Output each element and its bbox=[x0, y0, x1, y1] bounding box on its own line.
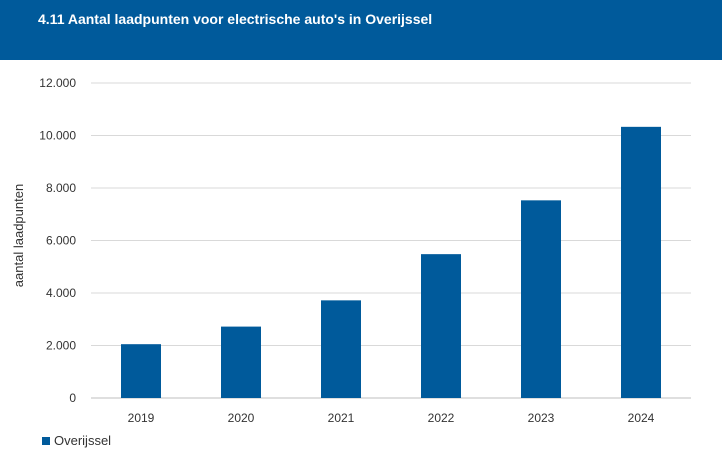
chart-header: 4.11 Aantal laadpunten voor electrische … bbox=[0, 0, 722, 60]
legend-label: Overijssel bbox=[54, 433, 112, 448]
y-axis-ticks: 0 2.000 4.000 6.000 8.000 10.000 12.000 bbox=[39, 76, 76, 405]
bar-2024 bbox=[621, 126, 661, 399]
x-tick-label: 2023 bbox=[528, 411, 555, 425]
y-tick-label: 2.000 bbox=[46, 339, 76, 353]
y-tick-label: 6.000 bbox=[46, 234, 76, 248]
y-tick-label: 10.000 bbox=[39, 129, 76, 143]
y-tick-label: 4.000 bbox=[46, 286, 76, 300]
x-tick-label: 2020 bbox=[228, 411, 255, 425]
legend: Overijssel bbox=[42, 433, 111, 448]
x-axis-ticks: 2019 2020 2021 2022 2023 2024 bbox=[128, 411, 655, 425]
bars bbox=[121, 126, 661, 399]
x-tick-label: 2019 bbox=[128, 411, 155, 425]
x-tick-label: 2022 bbox=[428, 411, 455, 425]
bar-2020 bbox=[221, 326, 261, 398]
y-tick-label: 0 bbox=[69, 391, 76, 405]
legend-swatch bbox=[42, 436, 50, 445]
x-tick-label: 2024 bbox=[628, 411, 655, 425]
y-tick-label: 12.000 bbox=[39, 76, 76, 90]
bar-2021 bbox=[321, 300, 361, 398]
gridlines bbox=[91, 82, 691, 399]
bar-2022 bbox=[421, 254, 461, 398]
bar-2023 bbox=[521, 200, 561, 398]
y-tick-label: 8.000 bbox=[46, 181, 76, 195]
chart-title: 4.11 Aantal laadpunten voor electrische … bbox=[38, 11, 433, 27]
bar-2019 bbox=[121, 344, 161, 398]
x-tick-label: 2021 bbox=[328, 411, 355, 425]
y-axis-title: aantal laadpunten bbox=[11, 184, 26, 287]
